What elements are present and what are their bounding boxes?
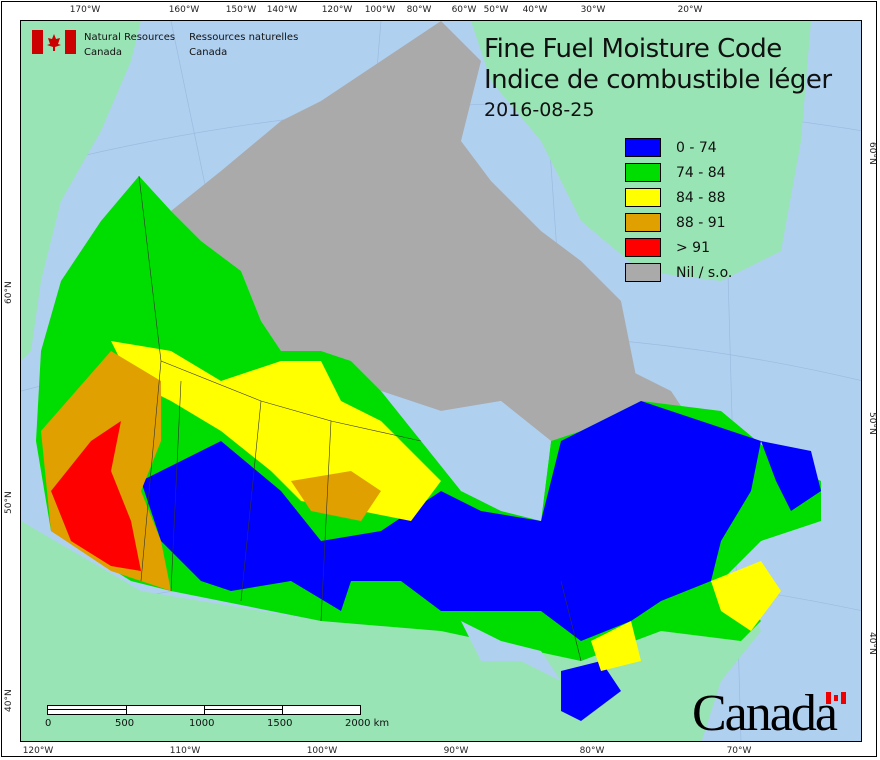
top-tick-label: 60°W [451,5,477,15]
scale-label: 0 [45,718,52,729]
legend-swatch [625,263,661,282]
nrcan-signature: Natural Resources Canada Ressources natu… [32,30,298,60]
agency-en-line1: Natural Resources [84,32,176,43]
map-canvas [20,20,862,742]
agency-en-line2: Canada [84,47,123,58]
top-tick-label: 100°W [364,5,396,15]
alaska-land [21,21,141,361]
top-tick-label: 80°W [406,5,432,15]
scale-label: 1500 [267,718,293,729]
map-graphic [21,21,861,741]
title-en: Fine Fuel Moisture Code [484,34,782,64]
legend-swatch [625,163,661,182]
legend-item: > 91 [625,235,732,260]
right-tick-label: 40°N [867,632,877,655]
legend-swatch [625,238,661,257]
agency-fr-line2: Canada [189,47,228,58]
scale-bar-graphic [47,705,361,715]
bottom-tick-label: 80°W [579,746,605,756]
bottom-tick-label: 110°W [169,746,201,756]
fwi-blue [561,661,621,721]
great-lakes [461,621,561,681]
left-tick-label: 60°N [4,281,14,304]
legend-label: 74 - 84 [676,164,726,181]
fwi-blue [761,441,821,511]
map-title: Fine Fuel Moisture Code Indice de combus… [484,34,832,124]
scale-label: 2000 km [345,718,390,729]
hudson-bay [381,391,551,521]
left-tick-label: 50°N [4,491,14,514]
legend-item: 88 - 91 [625,210,732,235]
legend: 0 - 74 74 - 84 84 - 88 88 - 91 > 91 Nil / s.o… [625,135,732,285]
scale-bar: 0 500 1000 1500 2000 km [45,705,389,729]
top-tick-label: 120°W [321,5,353,15]
top-tick-label: 140°W [266,5,298,15]
province-boundaries [138,175,582,662]
bottom-tick-label: 100°W [306,746,338,756]
fwi-red [51,421,141,571]
canada-wordmark: Canada [692,685,838,742]
top-tick-label: 170°W [69,5,101,15]
map-date: 2016-08-25 [484,99,595,121]
legend-label: 88 - 91 [676,214,726,231]
wordmark-flag-icon [826,692,846,704]
legend-swatch [625,213,661,232]
fwi-yellow [591,621,641,671]
no-data-region [171,21,641,441]
top-tick-label: 160°W [168,5,200,15]
legend-label: Nil / s.o. [676,264,733,281]
top-tick-label: 50°W [483,5,509,15]
right-tick-label: 60°N [867,142,877,165]
bottom-tick-label: 120°W [22,746,54,756]
top-tick-label: 30°W [580,5,606,15]
legend-item: 84 - 88 [625,185,732,210]
title-fr: Indice de combustible léger [484,65,832,95]
bottom-tick-label: 70°W [726,746,752,756]
legend-swatch [625,138,661,157]
fwi-orange [291,471,381,521]
bottom-tick-label: 90°W [443,746,469,756]
legend-swatch [625,188,661,207]
top-tick-label: 20°W [677,5,703,15]
fwi-blue [141,401,761,641]
legend-label: > 91 [676,239,710,256]
legend-item: 0 - 74 [625,135,732,160]
scale-label: 500 [115,718,135,729]
scale-label: 1000 [189,718,215,729]
left-tick-label: 40°N [4,689,14,712]
legend-item: 74 - 84 [625,160,732,185]
top-tick-label: 150°W [225,5,257,15]
legend-item: Nil / s.o. [625,260,732,285]
fwi-yellow [711,561,781,631]
legend-label: 84 - 88 [676,189,726,206]
agency-fr-line1: Ressources naturelles [189,32,299,43]
legend-label: 0 - 74 [676,139,717,156]
right-tick-label: 50°N [867,412,877,435]
canada-flag-icon [32,30,76,54]
top-tick-label: 40°W [522,5,548,15]
